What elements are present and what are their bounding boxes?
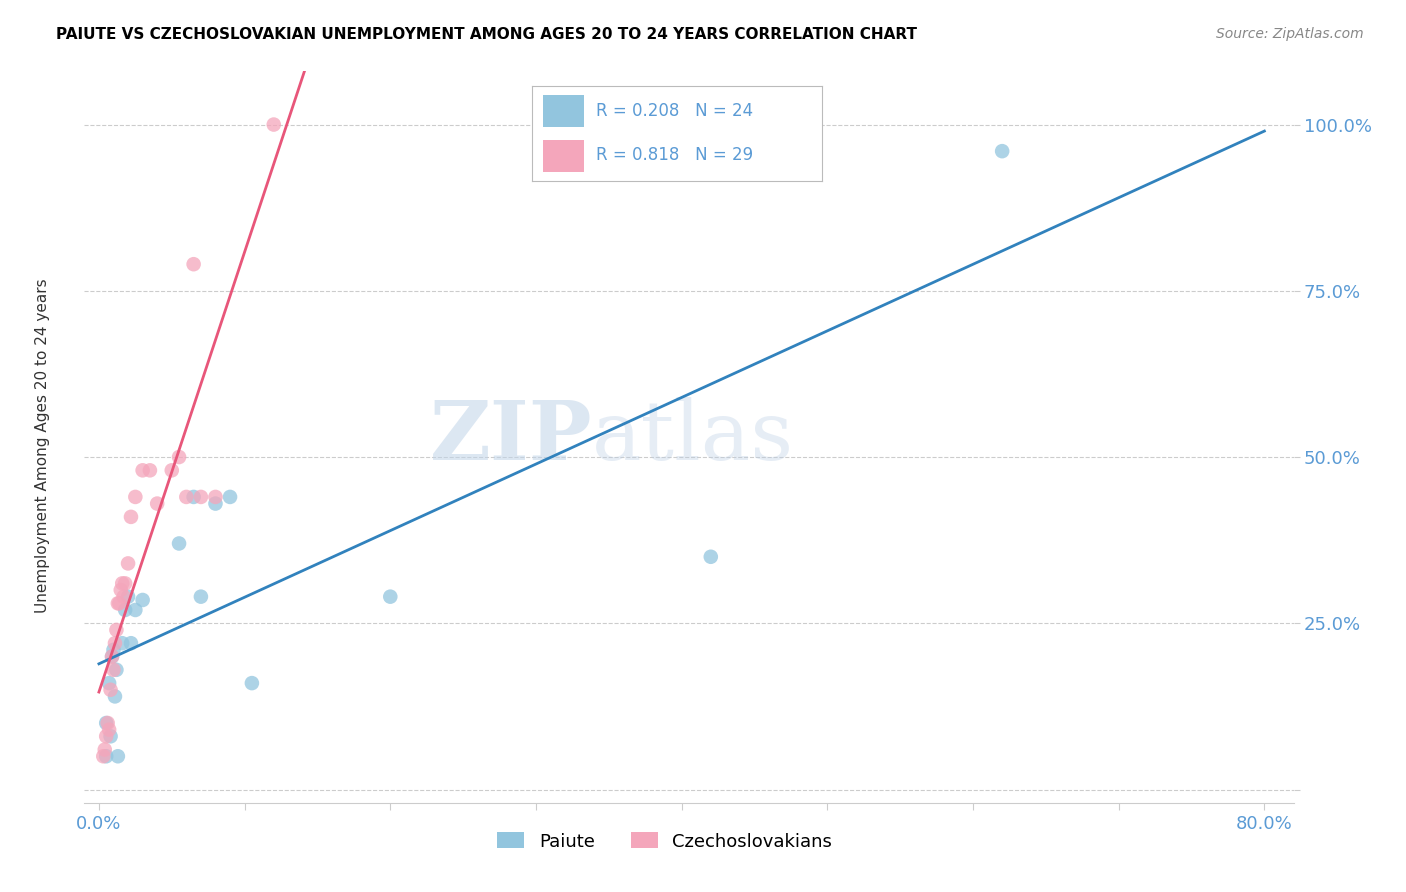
Point — [100, 682, 122, 697]
Point — [240, 676, 263, 690]
Point — [700, 549, 723, 564]
Point — [98, 676, 121, 690]
Point — [103, 643, 125, 657]
Point — [114, 576, 136, 591]
Point — [104, 690, 127, 704]
Text: ZIP: ZIP — [430, 397, 592, 477]
Point — [91, 749, 114, 764]
Text: atlas: atlas — [592, 397, 794, 477]
Point — [183, 257, 205, 271]
Point — [204, 490, 226, 504]
Point — [114, 603, 136, 617]
Text: PAIUTE VS CZECHOSLOVAKIAN UNEMPLOYMENT AMONG AGES 20 TO 24 YEARS CORRELATION CHA: PAIUTE VS CZECHOSLOVAKIAN UNEMPLOYMENT A… — [56, 27, 917, 42]
Point — [204, 497, 226, 511]
Point — [101, 649, 124, 664]
Point — [112, 590, 135, 604]
Point — [110, 582, 132, 597]
Point — [219, 490, 242, 504]
Point — [131, 593, 153, 607]
Point — [131, 463, 153, 477]
Point — [117, 557, 139, 571]
Point — [96, 716, 118, 731]
Point — [190, 590, 212, 604]
Point — [120, 636, 142, 650]
Point — [96, 749, 118, 764]
Point — [101, 649, 124, 664]
Point — [98, 723, 121, 737]
Point — [167, 536, 190, 550]
Point — [96, 729, 118, 743]
Point — [107, 596, 129, 610]
Point — [160, 463, 183, 477]
Point — [190, 490, 212, 504]
Point — [991, 144, 1014, 158]
Text: Source: ZipAtlas.com: Source: ZipAtlas.com — [1216, 27, 1364, 41]
Point — [176, 490, 198, 504]
Point — [117, 590, 139, 604]
Point — [167, 450, 190, 464]
Point — [105, 623, 128, 637]
Point — [103, 663, 125, 677]
Point — [104, 636, 127, 650]
Text: Unemployment Among Ages 20 to 24 years: Unemployment Among Ages 20 to 24 years — [35, 278, 49, 614]
Point — [107, 749, 129, 764]
Point — [111, 636, 134, 650]
Legend: Paiute, Czechoslovakians: Paiute, Czechoslovakians — [488, 823, 841, 860]
Point — [146, 497, 169, 511]
Point — [100, 729, 122, 743]
Point — [124, 490, 146, 504]
Point — [124, 603, 146, 617]
Point — [105, 663, 128, 677]
Point — [97, 716, 120, 731]
Point — [94, 742, 117, 756]
Point — [380, 590, 402, 604]
Point — [139, 463, 162, 477]
Point — [111, 576, 134, 591]
Point — [183, 490, 205, 504]
Point — [108, 596, 131, 610]
Point — [263, 118, 285, 132]
Point — [120, 509, 142, 524]
